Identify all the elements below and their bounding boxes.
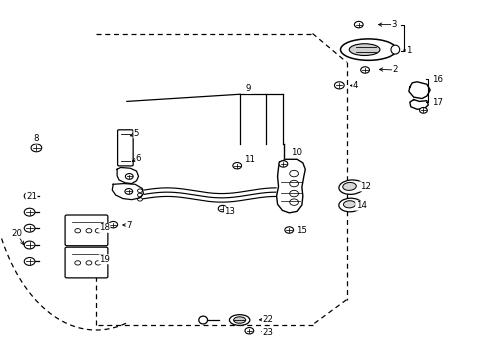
FancyBboxPatch shape xyxy=(117,130,133,166)
Text: 23: 23 xyxy=(262,328,273,337)
Ellipse shape xyxy=(340,39,396,60)
Circle shape xyxy=(124,189,132,194)
Text: 3: 3 xyxy=(391,20,396,29)
Text: 22: 22 xyxy=(262,315,273,324)
Text: 6: 6 xyxy=(136,154,141,163)
Ellipse shape xyxy=(199,316,207,324)
Text: 2: 2 xyxy=(392,66,397,75)
Ellipse shape xyxy=(338,198,362,212)
Text: 21: 21 xyxy=(26,192,37,201)
Polygon shape xyxy=(409,100,427,109)
Text: 12: 12 xyxy=(359,182,370,191)
Circle shape xyxy=(360,67,369,73)
Text: 16: 16 xyxy=(431,75,442,84)
Circle shape xyxy=(244,328,253,334)
Circle shape xyxy=(24,257,35,265)
Circle shape xyxy=(109,221,117,228)
Circle shape xyxy=(218,205,226,212)
Circle shape xyxy=(125,174,133,179)
Circle shape xyxy=(24,192,35,200)
Circle shape xyxy=(24,224,35,232)
Text: 19: 19 xyxy=(99,255,110,264)
Text: 7: 7 xyxy=(126,221,131,230)
Circle shape xyxy=(137,198,142,201)
Ellipse shape xyxy=(338,180,363,194)
Circle shape xyxy=(354,21,363,28)
Text: 17: 17 xyxy=(431,98,442,107)
Circle shape xyxy=(137,193,142,197)
FancyBboxPatch shape xyxy=(65,215,108,246)
Text: 15: 15 xyxy=(295,225,306,234)
Text: 13: 13 xyxy=(224,207,235,216)
Text: 8: 8 xyxy=(34,134,39,143)
Ellipse shape xyxy=(348,44,379,55)
Circle shape xyxy=(334,82,344,89)
Ellipse shape xyxy=(233,317,245,323)
Circle shape xyxy=(232,162,241,169)
Ellipse shape xyxy=(342,183,356,190)
Text: 14: 14 xyxy=(355,201,366,210)
Text: 1: 1 xyxy=(405,46,411,55)
Text: 18: 18 xyxy=(99,223,110,232)
Ellipse shape xyxy=(343,201,355,208)
Polygon shape xyxy=(117,167,138,184)
Circle shape xyxy=(24,241,35,249)
Circle shape xyxy=(285,227,293,233)
Circle shape xyxy=(279,161,287,167)
Text: 10: 10 xyxy=(290,148,302,157)
Polygon shape xyxy=(112,184,143,200)
Text: 4: 4 xyxy=(352,81,357,90)
Text: 9: 9 xyxy=(245,84,250,93)
Text: 5: 5 xyxy=(134,129,139,138)
FancyBboxPatch shape xyxy=(65,247,108,278)
Ellipse shape xyxy=(390,45,399,54)
Circle shape xyxy=(24,208,35,216)
Circle shape xyxy=(137,189,142,193)
Polygon shape xyxy=(276,159,305,213)
Text: 20: 20 xyxy=(11,229,22,238)
Circle shape xyxy=(31,144,41,152)
Circle shape xyxy=(419,108,427,113)
Ellipse shape xyxy=(229,315,249,325)
Text: 11: 11 xyxy=(244,155,254,164)
Polygon shape xyxy=(408,82,429,99)
